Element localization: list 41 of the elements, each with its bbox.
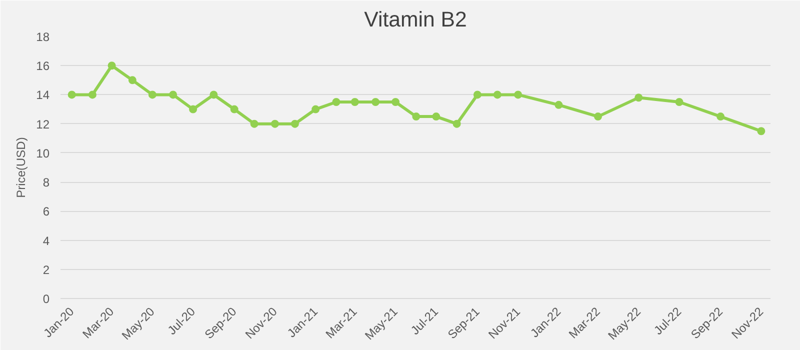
point <box>332 98 340 106</box>
point <box>493 90 502 99</box>
point <box>350 98 359 106</box>
point <box>210 90 218 99</box>
y-tick-label: 4 <box>42 234 50 248</box>
y-tick-label: 8 <box>42 176 50 190</box>
y-tick-label: 2 <box>42 262 50 277</box>
point <box>554 100 563 109</box>
point <box>169 90 178 99</box>
y-tick-label: 16 <box>36 59 50 74</box>
y-tick-label: 0 <box>42 292 50 306</box>
point <box>290 120 299 128</box>
y-tick-label: 18 <box>36 30 50 44</box>
point <box>128 76 136 84</box>
point <box>68 90 76 99</box>
point <box>675 98 684 106</box>
point <box>452 120 461 128</box>
point <box>473 90 482 99</box>
point <box>514 90 522 99</box>
point <box>372 98 380 106</box>
chart-title: Vitamin B2 <box>364 8 467 32</box>
point <box>148 90 156 99</box>
point <box>88 90 96 99</box>
y-tick-label: 12 <box>36 117 50 132</box>
y-tick-label: 6 <box>42 204 50 219</box>
point <box>230 105 238 114</box>
point <box>250 120 258 128</box>
y-tick-label: 10 <box>36 146 50 160</box>
point <box>412 112 420 121</box>
point <box>757 127 766 136</box>
point <box>594 112 602 121</box>
y-axis-title: Price(USD) <box>14 137 28 198</box>
point <box>432 112 440 121</box>
point <box>108 62 116 70</box>
point <box>392 98 400 106</box>
point <box>189 105 198 114</box>
point <box>634 94 643 102</box>
point <box>716 112 725 121</box>
point <box>312 105 320 114</box>
y-tick-label: 14 <box>36 88 50 102</box>
point <box>270 120 279 128</box>
